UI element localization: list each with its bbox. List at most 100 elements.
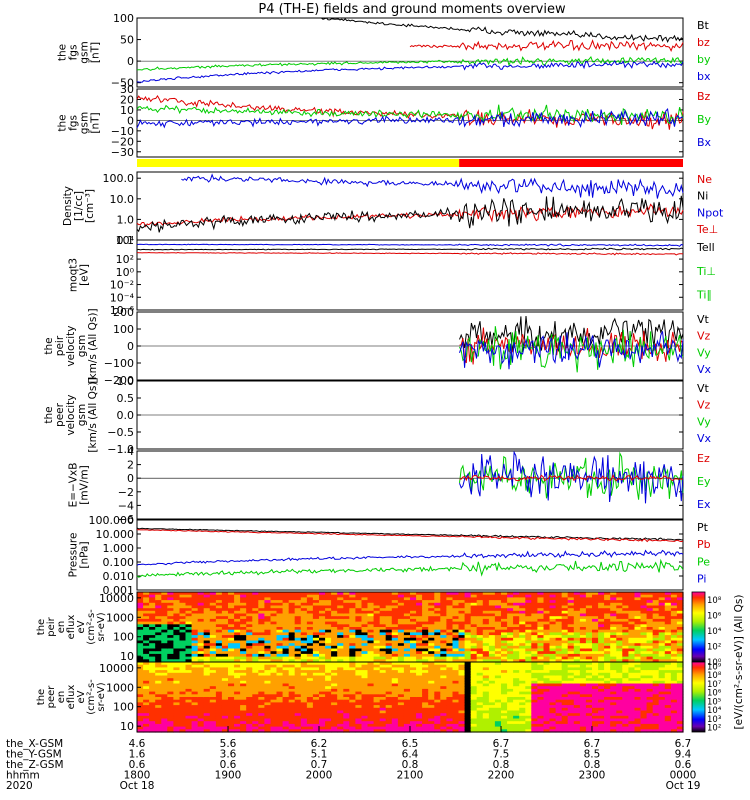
spectrogram-cell <box>525 697 532 701</box>
spectrogram-cell <box>652 710 660 714</box>
spectrogram-cell <box>428 667 435 671</box>
series-line-pt <box>136 527 683 542</box>
spectrogram-cell <box>325 697 332 701</box>
spectrogram-cell <box>507 594 514 598</box>
spectrogram-cell <box>149 605 156 609</box>
spectrogram-cell <box>561 592 569 596</box>
spectrogram-cell <box>416 723 423 728</box>
spectrogram-cell <box>567 624 575 628</box>
spectrogram-cell <box>367 594 375 598</box>
series-line-bx <box>136 59 684 83</box>
spectrogram-cell <box>543 667 551 671</box>
spectrogram-cell <box>513 662 520 666</box>
spectrogram-cell <box>264 637 272 642</box>
spectrogram-cell <box>173 683 181 687</box>
spectrogram-cell <box>634 667 642 671</box>
spectrogram-cell <box>337 721 344 725</box>
spectrogram-cell <box>264 597 272 601</box>
spectrogram-cell <box>422 621 429 625</box>
spectrogram-cell <box>519 648 526 652</box>
spectrogram-cell <box>288 718 296 722</box>
spectrogram-cell <box>513 680 520 685</box>
spectrogram-cell <box>294 659 302 663</box>
spectrogram-cell <box>488 726 496 730</box>
spectrogram-cell <box>319 613 326 617</box>
spectrogram-cell <box>488 621 496 625</box>
spectrogram-cell <box>543 710 551 714</box>
spectrogram-cell <box>416 729 423 733</box>
spectrogram-cell <box>240 600 247 604</box>
spectrogram-cell <box>664 651 672 655</box>
spectrogram-cell <box>361 683 369 687</box>
spectrogram-cell <box>343 621 350 625</box>
spectrogram-cell <box>391 610 399 615</box>
spectrogram-cell <box>549 710 557 714</box>
spectrogram-cell <box>507 597 514 601</box>
x-tick-label: 1.6 <box>129 749 146 761</box>
spectrogram-cell <box>300 721 308 725</box>
spectrogram-cell <box>167 627 174 631</box>
spectrogram-cell <box>585 621 593 625</box>
spectrogram-cell <box>470 651 478 655</box>
spectrogram-cell <box>203 729 211 733</box>
spectrogram-cell <box>652 635 660 639</box>
spectrogram-cell <box>331 656 338 660</box>
spectrogram-cell <box>610 688 617 693</box>
spectrogram-cell <box>173 699 181 703</box>
spectrogram-cell <box>379 697 387 701</box>
spectrogram-cell <box>592 627 599 631</box>
spectrogram-cell <box>325 648 332 652</box>
spectrogram-cell <box>410 678 417 682</box>
spectrogram-cell <box>234 618 241 623</box>
spectrogram-cell <box>488 618 496 623</box>
spectrogram-cell <box>434 635 441 639</box>
spectrogram-cell <box>670 637 678 642</box>
spectrogram-cell <box>397 592 405 596</box>
spectrogram-cell <box>422 697 429 701</box>
spectrogram-cell <box>410 637 417 642</box>
spectrogram-cell <box>440 710 447 714</box>
spectrogram-cell <box>367 613 375 617</box>
spectrogram-cell <box>488 686 496 690</box>
spectrogram-cell <box>367 726 375 730</box>
spectrogram-cell <box>610 651 617 655</box>
spectrogram-cell <box>664 675 672 679</box>
spectrogram-cell <box>537 699 545 703</box>
spectrogram-cell <box>391 718 399 722</box>
spectrogram-cell <box>634 697 642 701</box>
spectrogram-cell <box>640 605 648 609</box>
spectrogram-cell <box>604 726 611 730</box>
spectrogram-cell <box>664 618 672 623</box>
legend-entry: Tell <box>696 241 715 254</box>
spectrogram-cell <box>543 726 551 730</box>
spectrogram-cell <box>494 664 502 668</box>
spectrogram-cell <box>428 629 435 633</box>
spectrogram-cell <box>549 683 557 687</box>
spectrogram-cell <box>664 664 672 668</box>
spectrogram-cell <box>367 707 375 712</box>
spectrogram-cell <box>221 688 229 693</box>
y-axis-label: peer <box>54 402 66 427</box>
spectrogram-cell <box>385 675 393 679</box>
spectrogram-cell <box>173 635 181 639</box>
spectrogram-cell <box>306 632 314 636</box>
spectrogram-cell <box>592 683 599 687</box>
spectrogram-cell <box>161 610 168 615</box>
spectrogram-cell <box>143 705 150 709</box>
spectrogram-cell <box>276 729 284 733</box>
spectrogram-cell <box>646 597 654 601</box>
spectrogram-cell <box>191 624 199 628</box>
spectrogram-cell <box>658 635 666 639</box>
spectrogram-cell <box>137 648 144 652</box>
spectrogram-cell <box>185 699 193 703</box>
spectrogram-cell <box>616 697 623 701</box>
spectrogram-cell <box>640 664 648 668</box>
spectrogram-cell <box>276 662 284 666</box>
spectrogram-cell <box>501 726 508 730</box>
spectrogram-cell <box>252 675 259 679</box>
spectrogram-cell <box>416 672 423 677</box>
spectrogram-cell <box>397 643 405 647</box>
spectrogram-cell <box>221 670 229 674</box>
spectrogram-cell <box>185 718 193 722</box>
spectrogram-cell <box>482 643 490 647</box>
